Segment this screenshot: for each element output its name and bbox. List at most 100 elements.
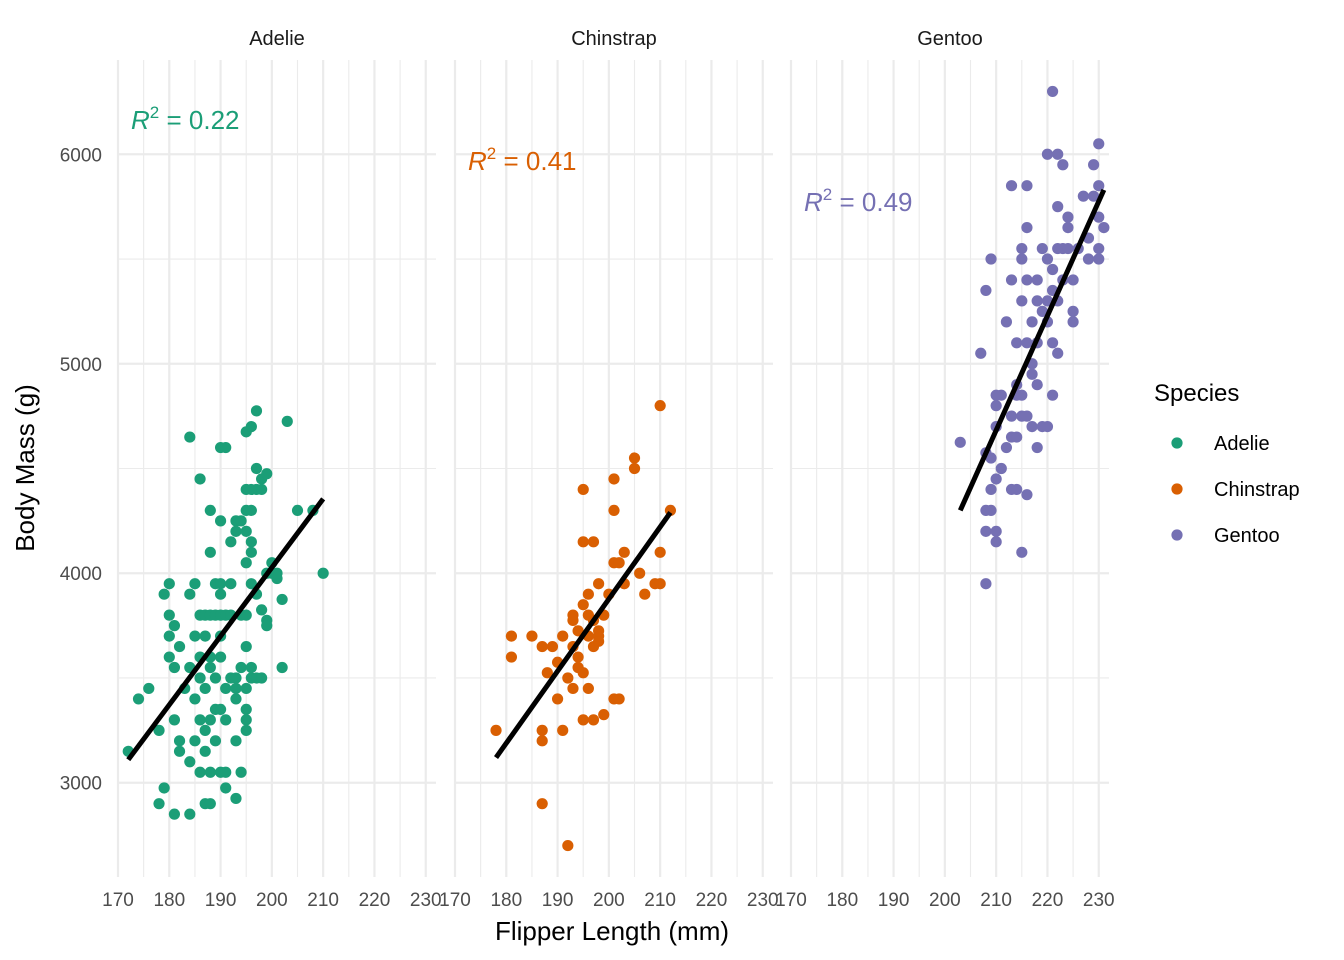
data-point bbox=[291, 504, 304, 516]
data-point bbox=[593, 578, 605, 590]
data-point bbox=[245, 536, 257, 548]
data-point bbox=[209, 735, 222, 747]
data-point bbox=[250, 405, 263, 417]
data-point bbox=[163, 630, 175, 642]
x-tick-label: 180 bbox=[826, 890, 858, 911]
y-axis-title: Body Mass (g) bbox=[10, 384, 40, 552]
data-point bbox=[1046, 85, 1059, 98]
data-point bbox=[189, 735, 201, 747]
data-point bbox=[230, 672, 242, 684]
data-point bbox=[577, 536, 589, 548]
data-point bbox=[214, 703, 227, 716]
legend-key bbox=[1171, 437, 1183, 449]
data-point bbox=[1021, 274, 1033, 286]
data-point bbox=[654, 400, 666, 412]
data-point bbox=[526, 630, 538, 642]
data-point bbox=[230, 682, 242, 695]
data-point bbox=[240, 682, 252, 695]
data-point bbox=[220, 441, 232, 454]
data-point bbox=[567, 682, 579, 695]
data-point bbox=[1000, 441, 1013, 454]
data-point bbox=[1011, 337, 1023, 349]
data-point bbox=[204, 546, 216, 558]
data-point bbox=[1011, 431, 1023, 443]
panel-gentoo: Gentoo R2 = 0.49 bbox=[789, 28, 1110, 877]
data-point bbox=[628, 462, 641, 475]
data-point bbox=[184, 808, 196, 820]
x-tick-label: 220 bbox=[1032, 890, 1064, 911]
data-point bbox=[1077, 190, 1089, 202]
data-point bbox=[1062, 211, 1074, 223]
data-point bbox=[613, 693, 625, 705]
x-tick-label: 170 bbox=[775, 890, 807, 911]
data-point bbox=[163, 609, 175, 621]
data-point bbox=[1005, 180, 1018, 192]
data-point bbox=[256, 604, 268, 616]
data-point bbox=[189, 630, 201, 642]
data-point bbox=[256, 483, 268, 496]
data-point bbox=[194, 672, 206, 684]
data-point bbox=[985, 483, 997, 496]
data-point bbox=[1016, 295, 1028, 307]
data-point bbox=[980, 525, 992, 537]
y-tick-label: 4000 bbox=[60, 564, 102, 585]
data-point bbox=[536, 724, 548, 736]
x-tick-label: 230 bbox=[747, 890, 779, 911]
panel-chinstrap: Chinstrap R2 = 0.41 bbox=[453, 28, 773, 877]
data-point bbox=[245, 546, 257, 558]
data-point bbox=[220, 782, 232, 794]
data-point bbox=[1026, 421, 1038, 433]
x-tick-label: 190 bbox=[878, 890, 910, 911]
data-point bbox=[204, 766, 216, 778]
x-tick-label: 220 bbox=[696, 890, 728, 911]
data-point bbox=[593, 625, 605, 637]
data-point bbox=[245, 578, 257, 590]
data-point bbox=[220, 714, 232, 726]
data-point bbox=[168, 620, 181, 632]
data-point bbox=[214, 588, 227, 600]
data-point bbox=[995, 389, 1007, 401]
data-point bbox=[587, 714, 600, 726]
data-point bbox=[990, 525, 1002, 537]
x-tick-label: 220 bbox=[359, 890, 391, 911]
data-point bbox=[214, 651, 227, 663]
data-point bbox=[225, 536, 237, 548]
data-point bbox=[245, 661, 257, 674]
data-point bbox=[562, 672, 574, 684]
data-point bbox=[577, 483, 589, 496]
data-point bbox=[1031, 441, 1043, 454]
data-point bbox=[240, 557, 252, 569]
data-point bbox=[158, 588, 170, 600]
data-point bbox=[1046, 389, 1059, 401]
data-point bbox=[230, 792, 242, 805]
data-point bbox=[1031, 274, 1043, 286]
data-point bbox=[1093, 253, 1105, 265]
data-point bbox=[1016, 389, 1028, 401]
data-point bbox=[577, 667, 589, 679]
x-tick-label: 190 bbox=[542, 890, 574, 911]
legend-key bbox=[1171, 529, 1183, 541]
data-point bbox=[572, 625, 584, 637]
data-point bbox=[214, 515, 227, 527]
x-tick-label: 180 bbox=[490, 890, 522, 911]
data-point bbox=[1052, 148, 1064, 160]
data-point bbox=[1041, 421, 1054, 433]
data-point bbox=[230, 693, 242, 705]
data-point bbox=[628, 452, 641, 464]
data-point bbox=[1031, 379, 1043, 391]
data-point bbox=[557, 630, 569, 642]
data-point bbox=[995, 462, 1007, 475]
data-point bbox=[546, 640, 559, 653]
y-axis: 3000 4000 5000 6000 bbox=[60, 145, 102, 794]
data-point bbox=[184, 756, 196, 768]
regression-line bbox=[493, 511, 673, 760]
data-point bbox=[654, 546, 666, 558]
data-point bbox=[1021, 489, 1033, 501]
data-point bbox=[230, 735, 242, 747]
data-point bbox=[281, 415, 293, 427]
r-squared-annotation: R2 = 0.41 bbox=[468, 144, 576, 176]
data-point bbox=[225, 578, 237, 590]
data-point bbox=[1036, 242, 1048, 255]
data-point bbox=[1016, 253, 1028, 265]
